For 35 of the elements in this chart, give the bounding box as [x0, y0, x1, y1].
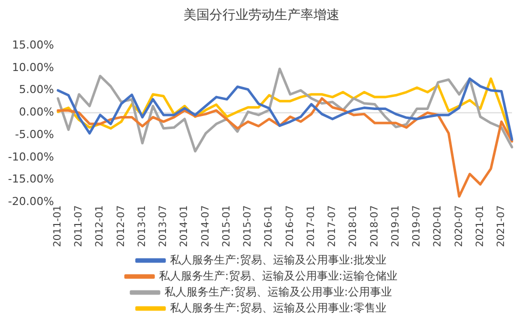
x-tick-label: 2020-07 — [454, 205, 465, 248]
x-tick-label: 2019-01 — [390, 205, 402, 248]
x-tick-label: 2013-07 — [158, 205, 170, 248]
x-tick-label: 2015-07 — [242, 205, 254, 248]
chart-title: 美国分行业劳动生产率增速 — [184, 7, 340, 24]
legend-label: 私人服务生产:贸易、运输及公用事业:运输仓储业 — [159, 269, 398, 282]
y-tick-label: 0.00% — [18, 106, 54, 119]
x-tick-label: 2014-01 — [179, 205, 190, 248]
legend-label: 私人服务生产:贸易、运输及公用事业:批发业 — [170, 253, 386, 266]
y-tick-label: -15.00% — [8, 172, 54, 186]
y-tick-label: 15.00% — [12, 38, 54, 52]
x-tick-label: 2011-01 — [52, 205, 64, 248]
x-tick-label: 2021-07 — [496, 205, 508, 248]
y-tick-label: -5.00% — [14, 128, 54, 141]
x-tick-label: 2018-01 — [348, 205, 360, 248]
y-tick-label: -20.00% — [8, 195, 54, 208]
x-tick-label: 2014-07 — [200, 205, 212, 248]
x-tick-label: 2019-07 — [412, 205, 423, 248]
x-tick-label: 2020-01 — [432, 205, 444, 248]
y-tick-label: -10.00% — [8, 150, 54, 164]
legend-label: 私人服务生产:贸易、运输及公用事业:公用事业 — [164, 285, 392, 298]
x-tick-label: 2017-07 — [327, 205, 338, 248]
x-tick-label: 2021-01 — [474, 205, 486, 248]
x-tick-label: 2011-07 — [74, 205, 85, 248]
y-tick-label: 10.00% — [12, 60, 54, 74]
x-tick-label: 2012-01 — [94, 205, 106, 248]
x-tick-label: 2015-01 — [221, 205, 232, 248]
x-tick-label: 2016-07 — [284, 205, 296, 248]
x-tick-label: 2012-07 — [116, 205, 127, 248]
x-tick-label: 2016-01 — [264, 205, 275, 248]
y-tick-label: 5.00% — [18, 83, 54, 96]
x-tick-label: 2018-07 — [369, 205, 380, 248]
x-tick-label: 2013-01 — [136, 205, 148, 248]
legend-label: 私人服务生产:贸易、运输及公用事业:零售业 — [170, 301, 386, 314]
x-tick-label: 2017-01 — [306, 205, 317, 248]
